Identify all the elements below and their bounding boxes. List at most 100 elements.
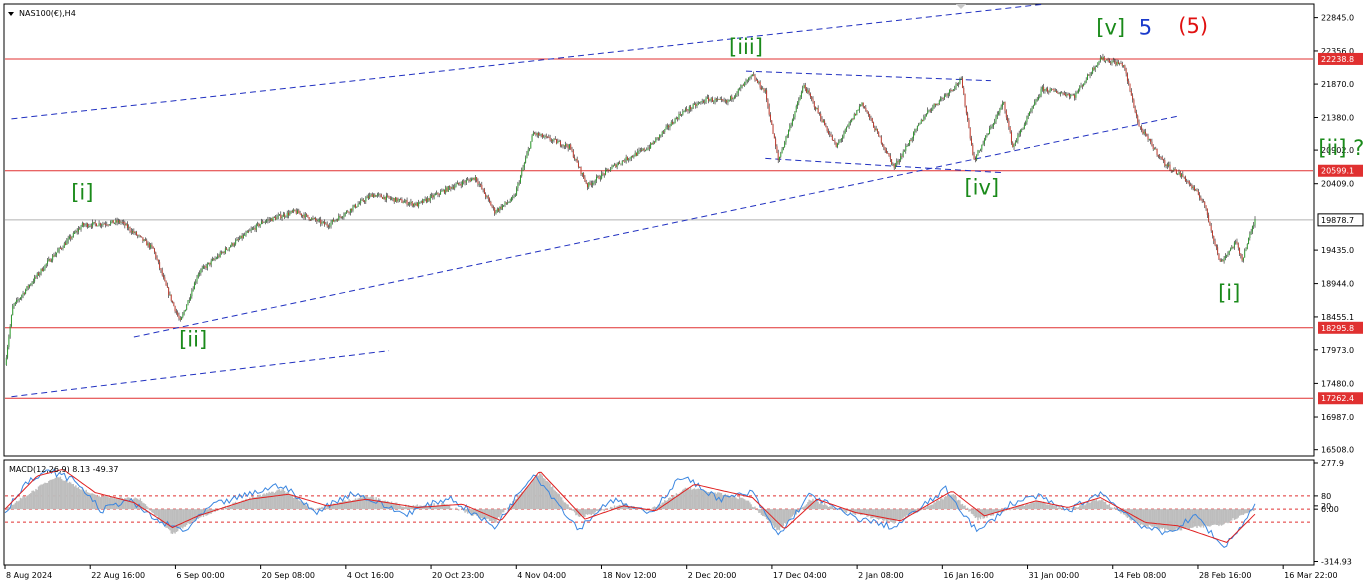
candle-body <box>1177 173 1179 175</box>
candle-body <box>1031 107 1033 111</box>
candle-body <box>49 258 51 262</box>
level-price-label: 18295.8 <box>1321 324 1354 333</box>
wave-label: 5 <box>1139 15 1152 39</box>
candle-body <box>937 103 939 105</box>
candle-body <box>304 214 306 218</box>
candle-body <box>308 217 310 220</box>
candle-body <box>434 194 436 196</box>
candle-body <box>621 160 623 164</box>
candle-body <box>455 184 457 187</box>
candle-body <box>705 97 707 103</box>
candle-body <box>1103 56 1105 61</box>
candle-body <box>117 220 119 223</box>
candle-body <box>754 75 756 80</box>
candle-body <box>312 217 314 219</box>
wave-label: [ii] ? <box>1318 136 1364 160</box>
candle-body <box>385 195 387 200</box>
candle-body <box>230 246 232 248</box>
candle-body <box>23 293 25 294</box>
candle-body <box>391 198 393 200</box>
time-tick-label: 2 Dec 20:00 <box>688 571 737 580</box>
candle-body <box>419 201 421 203</box>
candle-body <box>839 139 841 142</box>
candle-body <box>129 227 131 231</box>
candle-body <box>1218 253 1220 260</box>
candle-body <box>405 200 407 202</box>
candle-body <box>602 173 604 175</box>
candle-body <box>1034 102 1036 106</box>
candle-body <box>972 144 974 155</box>
candle-body <box>401 199 403 203</box>
trend-line <box>11 3 1043 120</box>
candle-body <box>724 100 726 102</box>
candle-body <box>1124 65 1126 69</box>
candle-body <box>197 273 199 278</box>
symbol-menu-triangle-icon[interactable] <box>8 12 14 16</box>
candle-body <box>918 124 920 126</box>
candle-body <box>313 218 315 219</box>
candle-body <box>1061 92 1063 94</box>
candle-body <box>925 113 927 117</box>
candle-body <box>690 106 692 110</box>
candle-body <box>120 221 122 223</box>
candle-body <box>81 223 83 227</box>
candle-body <box>987 133 989 135</box>
candle-body <box>934 103 936 106</box>
candle-body <box>213 259 215 261</box>
candle-body <box>643 148 645 151</box>
candle-body <box>39 272 41 275</box>
level-price-tag <box>1318 321 1363 334</box>
wave-label: [v] <box>1096 15 1125 39</box>
candle-body <box>476 177 478 182</box>
candle-body <box>880 137 882 144</box>
candle-body <box>871 118 873 123</box>
candle-body <box>84 224 86 226</box>
candle-body <box>392 198 394 199</box>
candle-body <box>672 122 674 124</box>
candle-body <box>32 281 34 283</box>
candle-body <box>620 163 622 165</box>
candle-body <box>891 159 893 165</box>
candle-body <box>366 196 368 199</box>
candle-body <box>331 219 333 223</box>
candle-body <box>492 207 494 208</box>
wave-label: [ii] <box>179 328 207 352</box>
candle-body <box>768 106 770 115</box>
candle-body <box>282 214 284 217</box>
candle-body <box>163 275 165 278</box>
candle-body <box>773 134 775 139</box>
price-tick-label: 21380.0 <box>1321 114 1354 123</box>
candle-body <box>1070 94 1072 97</box>
candle-body <box>1156 148 1158 155</box>
candle-body <box>762 88 764 90</box>
candle-body <box>809 93 811 97</box>
candle-body <box>1030 110 1032 112</box>
candle-body <box>589 182 591 184</box>
candle-body <box>855 114 857 116</box>
candle-body <box>1125 68 1127 74</box>
candle-body <box>318 219 320 221</box>
candle-body <box>771 120 773 125</box>
candle-body <box>1053 88 1055 91</box>
candle-body <box>491 205 493 208</box>
candle-body <box>866 110 868 113</box>
time-tick-label: 20 Sep 08:00 <box>262 571 315 580</box>
candle-body <box>806 88 808 93</box>
candle-body <box>1147 136 1149 140</box>
candle-body <box>973 154 975 160</box>
candle-body <box>236 239 238 241</box>
candle-body <box>1018 133 1020 136</box>
candle-body <box>440 191 442 195</box>
chart-shift-marker-icon[interactable] <box>956 4 966 9</box>
candle-body <box>540 133 542 135</box>
candle-body <box>1186 180 1188 182</box>
candle-body <box>663 131 665 133</box>
candle-body <box>619 162 621 164</box>
candle-body <box>1143 131 1145 134</box>
candle-body <box>454 186 456 189</box>
macd-label: MACD(12,26,9) 8.13 -49.37 <box>9 465 118 474</box>
candle-body <box>447 186 449 192</box>
candle-body <box>709 99 711 102</box>
candle-body <box>174 306 176 312</box>
